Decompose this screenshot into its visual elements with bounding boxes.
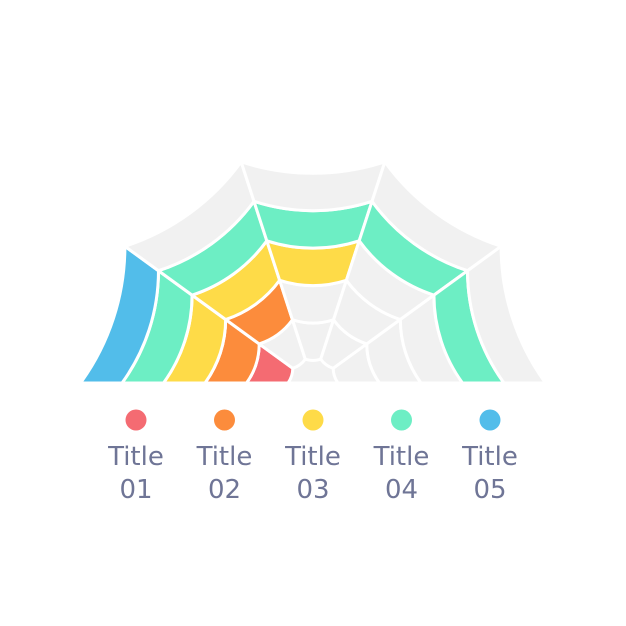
legend-number-label: 02 (208, 475, 241, 505)
legend-title-label: Title (196, 442, 253, 472)
legend-dot (214, 409, 235, 431)
ring-5-segment-5-empty (466, 244, 547, 385)
legend-number-label: 03 (296, 475, 329, 505)
legend-dot (391, 409, 412, 431)
legend-title-label: Title (107, 442, 164, 472)
legend-number-label: 01 (119, 475, 152, 505)
legend-dot (125, 409, 147, 431)
legend-title-label: Title (373, 442, 430, 472)
legend-dot (302, 409, 324, 431)
legend-number-label: 04 (385, 475, 418, 505)
legend-dot (479, 409, 501, 431)
rings-group (79, 160, 547, 385)
legend-title-label: Title (284, 442, 341, 472)
ring-5-segment-3-empty (239, 160, 387, 213)
legend-title-label: Title (461, 442, 518, 472)
legend-number-label: 05 (473, 475, 506, 505)
